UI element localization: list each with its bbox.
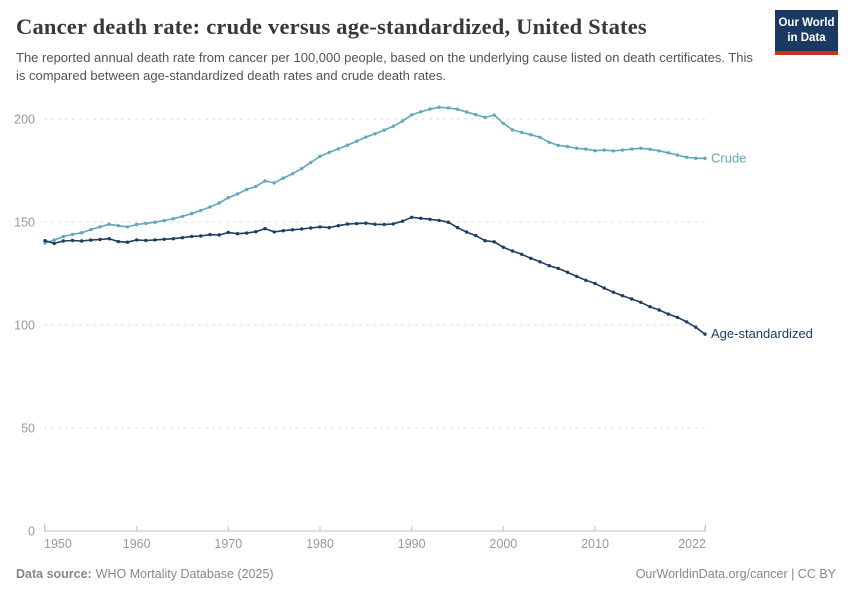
svg-text:2010: 2010 <box>581 537 609 551</box>
data-source-label: Data source: <box>16 567 92 581</box>
svg-text:50: 50 <box>21 422 35 436</box>
svg-text:0: 0 <box>28 525 35 539</box>
svg-text:200: 200 <box>14 113 35 127</box>
series-age-standardized: Age-standardized <box>43 215 813 341</box>
svg-text:2022: 2022 <box>678 537 706 551</box>
svg-text:1960: 1960 <box>123 537 151 551</box>
owid-logo[interactable]: Our World in Data <box>775 10 838 55</box>
x-axis: 1950 1960 1970 1980 1990 2000 2010 2022 <box>44 524 706 551</box>
svg-text:1970: 1970 <box>214 537 242 551</box>
svg-text:1980: 1980 <box>306 537 334 551</box>
svg-text:2000: 2000 <box>489 537 517 551</box>
page-title: Cancer death rate: crude versus age-stan… <box>16 14 647 39</box>
chart-header: Cancer death rate: crude versus age-stan… <box>16 14 766 85</box>
svg-text:150: 150 <box>14 216 35 230</box>
logo-line1: Our World <box>778 17 835 29</box>
chart-footer: Data source: WHO Mortality Database (2025… <box>16 567 836 581</box>
credit-link[interactable]: OurWorldinData.org/cancer | CC BY <box>635 567 836 581</box>
series-crude: Crude <box>43 105 746 245</box>
chart-subtitle: The reported annual death rate from canc… <box>16 50 753 83</box>
series-label-age-standardized: Age-standardized <box>711 326 813 341</box>
data-source: Data source: WHO Mortality Database (2025… <box>16 567 274 581</box>
svg-text:1990: 1990 <box>398 537 426 551</box>
logo-line2: in Data <box>787 31 826 44</box>
svg-text:100: 100 <box>14 319 35 333</box>
data-source-value: WHO Mortality Database (2025) <box>95 567 274 581</box>
svg-text:1950: 1950 <box>44 537 72 551</box>
series-label-crude: Crude <box>711 150 746 165</box>
y-axis: 0 50 100 150 200 <box>14 113 706 539</box>
